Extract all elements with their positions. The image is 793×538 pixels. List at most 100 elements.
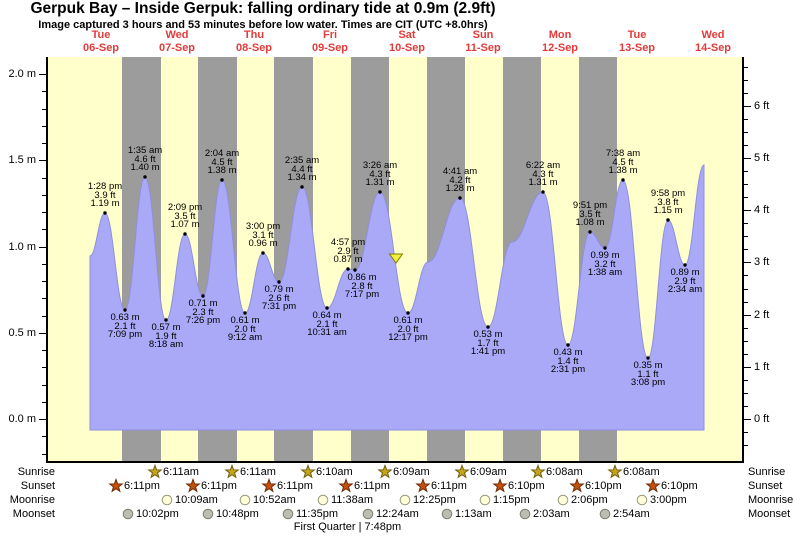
annotation-line: 3.8 ft [657,196,679,208]
annotation-line: 1.1 ft [637,368,659,380]
moonset-circle-icon [282,508,294,520]
annotation-line: 0.35 m [633,360,663,371]
sunset-star-icon [338,478,354,493]
moonrise-time: 10:52am [253,494,296,506]
moonset-time: 10:02pm [136,508,179,520]
moonrise-circle-icon [636,494,648,506]
moonset-time: 11:35pm [296,508,338,520]
moonrise-circle-icon [557,494,569,506]
sunset-star-icon [261,478,277,493]
high-tide-marker-dot [143,175,147,179]
axis-tick [744,171,748,172]
axis-tick [744,393,748,394]
low-tide-annotation: 0.43 m 1.4 ft 2:31 pm [551,348,585,375]
annotation-line: 1.9 ft [155,330,177,342]
day-date: 09-Sep [311,42,349,54]
annotation-line: 1.31 m [365,177,395,188]
annotation-line: 2:04 am [204,148,240,159]
axis-tick [744,367,751,368]
annotation-line: 4.3 ft [369,168,391,180]
moonrise-circle-icon [399,494,411,506]
high-tide-annotation: 2:09 pm 3.5 ft 1.07 m [168,203,202,230]
sunrise-star-icon [607,464,623,479]
axis-tick [744,419,751,420]
annotation-line: 0.61 m [393,315,423,326]
moonrise-time: 12:25pm [413,494,456,506]
axis-tick [744,184,748,185]
annotation-line: 0.79 m [264,284,294,295]
low-tide-marker-dot [683,263,687,267]
sunset-time: 6:10pm [661,480,698,492]
high-tide-marker-dot [300,185,304,189]
day-label: Fri 09-Sep [292,29,368,55]
low-tide-annotation: 0.57 m 1.9 ft 8:18 am [149,322,183,350]
low-tide-marker-dot [406,311,410,315]
axis-tick [42,298,46,299]
annotation-line: 0.53 m [473,329,503,340]
low-tide-annotation: 0.63 m 2.1 ft 7:09 pm [108,312,142,340]
moonrise-row-label-left: Moonrise [9,494,55,506]
axis-tick [42,367,46,368]
day-name: Tue [91,29,111,41]
annotation-line: 0.57 m [151,322,181,333]
annotation-line: 0.89 m [670,267,700,278]
annotation-line: 1:28 pm [87,181,123,192]
high-tide-annotation: 1:28 pm 3.9 ft 1.19 m [87,181,123,209]
axis-tick [744,236,748,237]
high-tide-marker-dot [621,178,625,182]
annotation-line: 0.63 m [110,312,140,323]
moonset-circle-icon [599,508,611,520]
moonrise-time: 1:15pm [493,494,530,506]
y-axis-left-label: 0.0 m [8,413,36,425]
annotation-line: 1:35 am [127,145,163,156]
sunrise-star-icon [607,464,623,479]
moonset-circle-icon [362,508,374,520]
axis-tick [39,247,46,248]
sunrise-star-icon [377,464,393,479]
axis-tick [744,145,748,146]
day-name: Sat [398,29,416,41]
sunset-time: 6:11pm [431,480,467,492]
y-axis-right-label: 4 ft [754,204,770,217]
annotation-line: 4.3 ft [532,168,554,180]
axis-tick [39,419,46,420]
axis-tick [42,454,46,455]
sunrise-star-icon [224,464,240,479]
sunset-star-icon [185,478,201,493]
day-name: Wed [701,29,725,41]
annotation-line: 9:51 pm [572,200,608,211]
annotation-line: 0.96 m [248,238,278,249]
axis-tick [744,262,751,263]
annotation-line: 4:41 am [442,166,478,177]
day-label: Tue 06-Sep [63,29,139,55]
moonset-time: 12:24am [376,508,419,520]
low-tide-marker-dot [243,311,247,315]
sunset-row-label-left: Sunset [20,480,55,492]
axis-tick [42,178,46,179]
axis-tick [744,354,748,355]
annotation-line: 4.5 ft [211,156,233,168]
axis-tick [42,91,46,92]
moonrise-circle-icon [317,494,329,506]
axis-tick [39,74,46,75]
sunset-star-icon [492,478,508,493]
low-tide-marker-dot [646,356,650,360]
high-tide-annotation: 4:57 pm 2.9 ft 0.87 m [331,238,365,265]
axis-tick [39,333,46,334]
annotation-line: 2.9 ft [674,275,696,287]
moonset-time: 10:48pm [216,508,259,520]
axis-tick [42,126,46,127]
page-title: Gerpuk Bay – Inside Gerpuk: falling ordi… [30,0,496,17]
axis-tick [744,119,748,120]
annotation-line: 4.4 ft [291,163,313,175]
annotation-line: 1.34 m [287,172,317,183]
low-tide-marker-dot [486,325,490,329]
day-date: 10-Sep [388,42,426,54]
moon-phase-label: First Quarter | 7:48pm [293,521,402,533]
moonrise-circle-icon [239,494,251,506]
annotation-line: 1.38 m [608,165,638,176]
high-tide-marker-dot [378,190,382,194]
annotation-line: 1:38 am [587,267,623,278]
high-tide-marker-dot [103,211,107,215]
sunrise-time: 6:11am [163,466,199,478]
